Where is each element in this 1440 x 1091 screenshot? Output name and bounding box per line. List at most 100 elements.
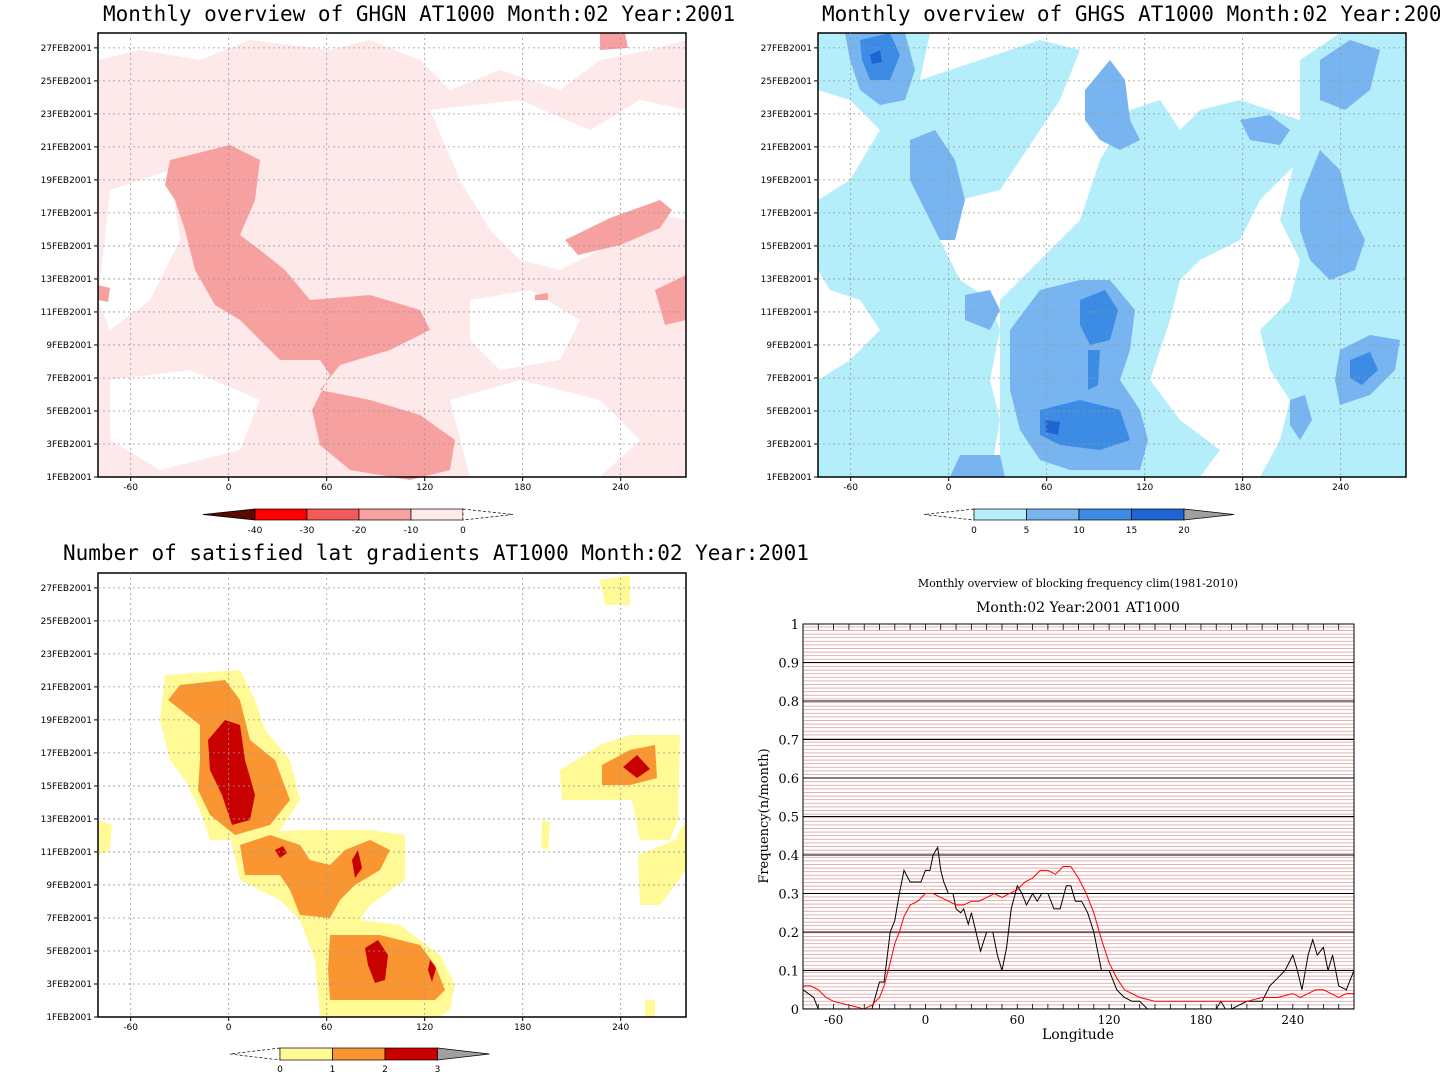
gradients-region-0-1-e	[600, 575, 630, 605]
y-tick-label: 0	[791, 1003, 799, 1018]
colorbar-label: 1	[330, 1065, 336, 1075]
blocking-title: Monthly overview of blocking frequency c…	[918, 577, 1238, 590]
ghgs-region-5-10-e	[1300, 150, 1365, 280]
y-tick-label: 7FEB2001	[46, 374, 92, 384]
series-line-1	[803, 866, 1354, 1010]
ghgs-region-5-10-h	[1240, 115, 1290, 145]
y-tick-label: 0.3	[778, 888, 799, 903]
gradients-panel-title: Number of satisfied lat gradients AT1000…	[63, 541, 809, 565]
ghgs-region-5-10-k	[950, 455, 1005, 477]
colorbar-segment	[358, 508, 412, 521]
y-tick-label: 0.5	[778, 811, 799, 826]
colorbar-arrow-left	[202, 508, 256, 521]
colorbar-arrow-left	[923, 508, 975, 521]
x-tick-label: 180	[1234, 483, 1251, 493]
blocking-ylabel: Frequency(n/month)	[757, 748, 772, 883]
ghgn-region-white-1	[98, 170, 180, 330]
y-tick-label: 19FEB2001	[761, 176, 812, 186]
y-tick-label: 19FEB2001	[41, 176, 92, 186]
ghgs-panel-title: Monthly overview of GHGS AT1000 Month:02…	[822, 2, 1440, 26]
y-tick-label: 9FEB2001	[46, 881, 92, 891]
gradients-region-0-1-f	[98, 820, 112, 855]
y-tick-label: 0.1	[778, 965, 799, 980]
y-tick-label: 13FEB2001	[761, 275, 812, 285]
y-tick-label: 5FEB2001	[766, 407, 812, 417]
ghgn-colorbar: -40 -30 -20 -10 0	[202, 508, 514, 536]
ghgs-region-10-15-b	[1040, 400, 1130, 450]
x-tick-label: 240	[1332, 483, 1349, 493]
y-tick-label: 15FEB2001	[41, 782, 92, 792]
y-tick-label: 23FEB2001	[41, 650, 92, 660]
x-tick-label: 240	[1281, 1013, 1304, 1027]
x-tick-label: 180	[514, 483, 531, 493]
x-tick-label: 180	[1189, 1013, 1212, 1027]
ghgn-region-minus10	[165, 145, 455, 480]
y-tick-label: 5FEB2001	[46, 407, 92, 417]
ghgs-region-10-15-c	[1080, 290, 1118, 345]
colorbar-label: 10	[1073, 526, 1085, 536]
gradients-region-2-3-e	[428, 960, 436, 982]
x-tick-label: -60	[824, 1013, 843, 1027]
colorbar-segment	[1026, 508, 1080, 521]
x-tick-label: 60	[321, 1023, 333, 1033]
x-tick-label: 60	[1041, 483, 1053, 493]
ghgn-region-minus10-b	[565, 200, 672, 255]
colorbar-label: 3	[435, 1065, 441, 1075]
x-tick-label: -60	[123, 1023, 138, 1033]
ghgs-region-5-10-j	[1290, 395, 1312, 440]
y-tick-label: 17FEB2001	[761, 209, 812, 219]
ghgs-region-15-20-a	[870, 50, 882, 64]
colorbar-label: -20	[352, 526, 367, 536]
x-tick-label: 0	[946, 483, 952, 493]
y-tick-label: 11FEB2001	[761, 308, 812, 318]
y-tick-label: 27FEB2001	[41, 44, 92, 54]
ghgs-region-10-15-e	[1088, 350, 1100, 390]
ghgs-region-5-10-b	[910, 130, 965, 240]
y-tick-label: 13FEB2001	[41, 815, 92, 825]
blocking-xlabel: Longitude	[1042, 1027, 1114, 1043]
y-tick-label: 27FEB2001	[761, 44, 812, 54]
ghgn-panel-title: Monthly overview of GHGN AT1000 Month:02…	[103, 2, 736, 26]
gradients-colorbar: 0 1 2 3	[229, 1047, 490, 1075]
colorbar-label: -10	[404, 526, 419, 536]
y-tick-label: 3FEB2001	[46, 980, 92, 990]
x-tick-label: 0	[226, 1023, 232, 1033]
ghgn-region-white-3	[470, 290, 580, 370]
y-tick-label: 17FEB2001	[41, 749, 92, 759]
y-tick-label: 0.2	[778, 926, 799, 941]
x-tick-label: 60	[321, 483, 333, 493]
gradients-region-0-1-d	[638, 820, 686, 905]
ghgn-region-white-5	[450, 380, 640, 477]
y-tick-label: 11FEB2001	[41, 308, 92, 318]
ghgs-colorbar: 0 5 10 15 20	[923, 508, 1235, 536]
blocking-subtitle: Month:02 Year:2001 AT1000	[976, 600, 1180, 616]
gradients-region-2-3-c	[623, 755, 650, 778]
y-tick-label: 21FEB2001	[41, 143, 92, 153]
colorbar-segment	[306, 508, 360, 521]
y-tick-label: 23FEB2001	[761, 110, 812, 120]
colorbar-label: 0	[277, 1065, 283, 1075]
ghgs-region-0-5-left	[818, 33, 1080, 477]
blocking-frequency-chart: Monthly overview of blocking frequency c…	[757, 577, 1355, 1043]
y-tick-label: 21FEB2001	[761, 143, 812, 153]
y-tick-label: 13FEB2001	[41, 275, 92, 285]
y-tick-label: 1FEB2001	[46, 473, 92, 483]
y-tick-label: 23FEB2001	[41, 110, 92, 120]
x-tick-label: 180	[514, 1023, 531, 1033]
x-tick-label: 120	[416, 1023, 433, 1033]
colorbar-segment	[410, 508, 464, 521]
gradients-region-0-1-g	[541, 820, 550, 850]
gradients-region-1-2-b	[240, 835, 390, 918]
ghgs-region-10-15-d	[1350, 352, 1378, 385]
y-tick-label: 1FEB2001	[46, 1013, 92, 1023]
colorbar-segment	[1078, 508, 1132, 521]
y-tick-label: 15FEB2001	[41, 242, 92, 252]
y-tick-label: 17FEB2001	[41, 209, 92, 219]
x-tick-label: 0	[922, 1013, 930, 1027]
colorbar-label: 0	[460, 526, 466, 536]
y-tick-label: 7FEB2001	[766, 374, 812, 384]
colorbar-label: -30	[300, 526, 315, 536]
colorbar-label: 15	[1126, 526, 1137, 536]
y-tick-label: 25FEB2001	[41, 617, 92, 627]
